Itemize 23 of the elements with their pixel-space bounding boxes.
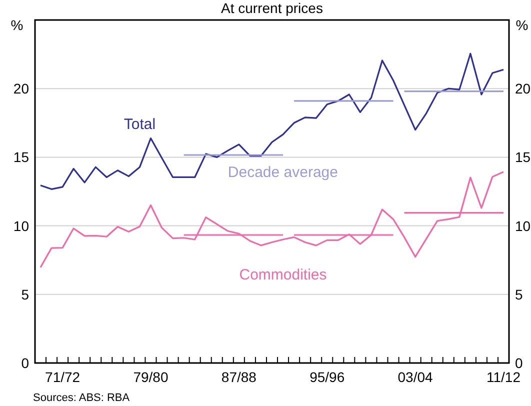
y-tick-label: 10 bbox=[13, 218, 30, 234]
series-label: Decade average bbox=[228, 164, 338, 182]
series-label: Total bbox=[124, 116, 156, 134]
x-tick-label: 95/96 bbox=[310, 369, 345, 385]
y-tick-label: 0 bbox=[21, 355, 30, 371]
y-tick-label: 5 bbox=[21, 286, 30, 302]
y-axis-title: % bbox=[10, 17, 24, 33]
y2-tick-label: 0 bbox=[515, 355, 523, 371]
x-tick-label: 87/88 bbox=[221, 369, 257, 385]
x-tick-label: 79/80 bbox=[133, 369, 168, 385]
y2-tick-label: 20 bbox=[515, 80, 531, 97]
y2-tick-label: 5 bbox=[515, 286, 523, 302]
y2-axis-title: % bbox=[516, 17, 528, 33]
x-tick-label: 03/04 bbox=[398, 369, 434, 385]
y-tick-label: 15 bbox=[13, 149, 30, 166]
y-tick-label: 20 bbox=[13, 80, 30, 97]
source-note: Sources: ABS: RBA bbox=[33, 392, 130, 404]
x-tick-label: 11/12 bbox=[486, 369, 521, 385]
chart-title: At current prices bbox=[221, 0, 323, 16]
series-label: Commodities bbox=[239, 266, 327, 284]
y2-tick-label: 10 bbox=[515, 218, 531, 234]
y2-tick-label: 15 bbox=[515, 149, 531, 166]
x-tick-label: 71/72 bbox=[45, 369, 80, 385]
